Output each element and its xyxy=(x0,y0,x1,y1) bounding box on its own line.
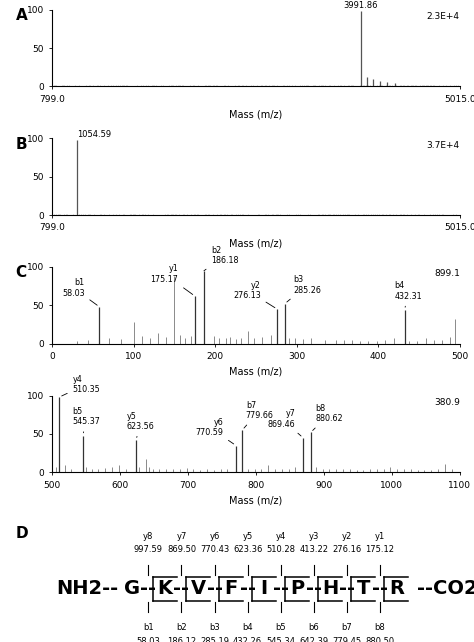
Text: b5: b5 xyxy=(275,623,286,632)
Text: K: K xyxy=(157,579,173,598)
Text: A: A xyxy=(16,8,27,23)
Text: b4
432.31: b4 432.31 xyxy=(394,281,422,308)
Text: y1
175.17: y1 175.17 xyxy=(151,265,193,295)
Text: --: -- xyxy=(239,579,255,598)
Text: 2.3E+4: 2.3E+4 xyxy=(427,12,460,21)
Text: 3991.86: 3991.86 xyxy=(344,1,378,10)
Text: P: P xyxy=(290,579,304,598)
Text: 510.28: 510.28 xyxy=(266,545,295,554)
Text: --: -- xyxy=(173,579,190,598)
Text: --: -- xyxy=(306,579,322,598)
Text: y4
510.35: y4 510.35 xyxy=(62,375,100,396)
X-axis label: Mass (m/z): Mass (m/z) xyxy=(229,496,283,505)
Text: b1
58.03: b1 58.03 xyxy=(62,278,97,305)
Text: R: R xyxy=(389,579,404,598)
Text: 413.22: 413.22 xyxy=(299,545,328,554)
Text: 997.59: 997.59 xyxy=(134,545,163,554)
Text: 880.50: 880.50 xyxy=(365,637,394,642)
Text: 186.12: 186.12 xyxy=(167,637,196,642)
Text: 770.43: 770.43 xyxy=(200,545,229,554)
Text: y3: y3 xyxy=(309,532,319,541)
Text: b1: b1 xyxy=(143,623,154,632)
Text: y8: y8 xyxy=(143,532,154,541)
X-axis label: Mass (m/z): Mass (m/z) xyxy=(229,109,283,119)
Text: 779.45: 779.45 xyxy=(332,637,361,642)
Text: 623.36: 623.36 xyxy=(233,545,262,554)
Text: y6: y6 xyxy=(210,532,220,541)
Text: b8: b8 xyxy=(374,623,385,632)
Text: 380.9: 380.9 xyxy=(434,398,460,407)
X-axis label: Mass (m/z): Mass (m/z) xyxy=(229,367,283,377)
Text: NH2--: NH2-- xyxy=(56,579,118,598)
Text: --: -- xyxy=(339,579,355,598)
Text: y1: y1 xyxy=(375,532,385,541)
Text: y7
869.46: y7 869.46 xyxy=(268,409,301,436)
Text: b7
779.66: b7 779.66 xyxy=(244,401,273,428)
X-axis label: Mass (m/z): Mass (m/z) xyxy=(229,238,283,248)
Text: G: G xyxy=(124,579,140,598)
Text: b4: b4 xyxy=(242,623,253,632)
Text: 1054.59: 1054.59 xyxy=(77,130,111,139)
Text: b2: b2 xyxy=(176,623,187,632)
Text: b2
186.18: b2 186.18 xyxy=(204,246,238,271)
Text: y4: y4 xyxy=(275,532,286,541)
Text: --: -- xyxy=(273,579,289,598)
Text: 432.26: 432.26 xyxy=(233,637,262,642)
Text: y5: y5 xyxy=(243,532,253,541)
Text: y6
770.59: y6 770.59 xyxy=(195,418,234,444)
Text: y2: y2 xyxy=(342,532,352,541)
Text: b7: b7 xyxy=(341,623,352,632)
Text: b5
545.37: b5 545.37 xyxy=(73,407,100,433)
Text: 276.16: 276.16 xyxy=(332,545,361,554)
Text: H: H xyxy=(322,579,338,598)
Text: 899.1: 899.1 xyxy=(434,269,460,278)
Text: F: F xyxy=(224,579,237,598)
Text: 869.50: 869.50 xyxy=(167,545,196,554)
Text: C: C xyxy=(16,265,27,281)
Text: 58.03: 58.03 xyxy=(137,637,160,642)
Text: B: B xyxy=(16,137,27,152)
Text: D: D xyxy=(16,526,28,541)
Text: y2
276.13: y2 276.13 xyxy=(233,281,275,308)
Text: 642.39: 642.39 xyxy=(299,637,328,642)
Text: b8
880.62: b8 880.62 xyxy=(313,404,343,431)
Text: --: -- xyxy=(372,579,388,598)
Text: b3: b3 xyxy=(209,623,220,632)
Text: y5
623.56: y5 623.56 xyxy=(127,412,155,437)
Text: y7: y7 xyxy=(176,532,187,541)
Text: --: -- xyxy=(207,579,222,598)
Text: 545.34: 545.34 xyxy=(266,637,295,642)
Text: 285.19: 285.19 xyxy=(200,637,229,642)
Text: V: V xyxy=(191,579,206,598)
Text: 175.12: 175.12 xyxy=(365,545,394,554)
Text: --: -- xyxy=(140,579,156,598)
Text: 3.7E+4: 3.7E+4 xyxy=(427,141,460,150)
Text: b3
285.26: b3 285.26 xyxy=(287,275,321,302)
Text: b6: b6 xyxy=(308,623,319,632)
Text: T: T xyxy=(356,579,370,598)
Text: I: I xyxy=(261,579,268,598)
Text: --CO2H: --CO2H xyxy=(417,579,474,598)
